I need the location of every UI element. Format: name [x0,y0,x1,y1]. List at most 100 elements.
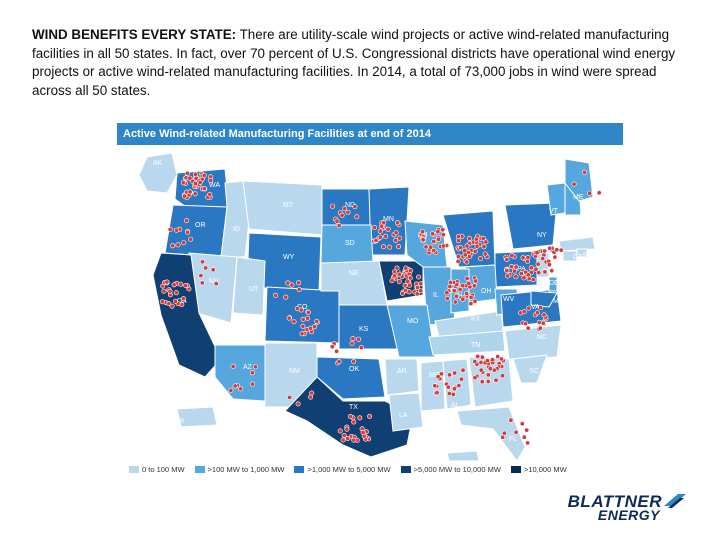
facility-marker [308,394,314,400]
facility-marker [420,237,426,243]
facility-marker [184,170,190,176]
state-label-id: ID [233,226,240,233]
state-label-nd: ND [345,202,355,209]
facility-marker [172,298,178,304]
facility-marker [416,274,422,280]
facility-marker [392,273,398,279]
intro-heading: WIND BENEFITS EVERY STATE: [32,27,237,42]
state-md [530,290,558,308]
facility-marker [513,429,519,435]
facility-marker [519,421,525,427]
facility-marker [535,261,541,267]
facility-marker [385,226,391,232]
facility-marker [357,415,363,421]
facility-marker [444,296,450,302]
facility-marker [509,253,515,259]
state-label-vt: VT [549,208,559,215]
facility-marker [490,357,496,363]
facility-marker [479,354,485,360]
state-label-ri: RI [583,252,590,259]
facility-marker [478,367,484,373]
facility-marker [457,287,463,293]
state-label-me: ME [573,194,584,201]
facility-marker [329,344,335,350]
facility-marker [460,283,466,289]
facility-marker [440,243,446,249]
facility-marker [428,244,434,250]
facility-marker [203,265,209,271]
state-label-ny: NY [537,232,547,239]
facility-marker [554,247,560,253]
facility-marker [534,250,540,256]
state-label-mo: MO [407,318,419,325]
facility-marker [299,331,305,337]
facility-marker [345,435,351,441]
facility-marker [528,265,534,271]
facility-marker [238,386,244,392]
facility-marker [334,348,340,354]
state-tn [428,330,506,356]
facility-marker [336,359,342,365]
facility-marker [452,299,458,305]
legend-item: >100 MW to 1,000 MW [194,465,284,474]
facility-marker [330,203,336,209]
facility-marker [540,320,546,326]
state-label-ks: KS [359,326,369,333]
state-hi [176,406,218,428]
state-label-hi: HI [177,418,184,425]
facility-marker [493,377,499,383]
facility-marker [213,281,219,287]
facility-marker [472,248,478,254]
facility-marker [351,437,357,443]
facility-marker [350,336,356,342]
facility-marker [558,247,564,253]
facility-marker [285,280,291,286]
facility-marker [504,268,510,274]
facility-marker [394,220,400,226]
facility-marker [460,296,466,302]
facility-marker [501,430,507,436]
facility-marker [167,288,173,294]
facility-marker [571,181,577,187]
facility-marker [180,180,186,186]
facility-marker [337,428,343,434]
legend-item: >10,000 MW [510,465,567,474]
facility-marker [283,294,289,300]
facility-marker [552,254,558,260]
facility-marker [455,253,461,259]
facility-marker [399,290,405,296]
facility-marker [498,356,504,362]
facility-marker [533,266,539,272]
state-ny [504,202,558,250]
facility-marker [505,273,511,279]
state-de [548,276,558,292]
facility-marker [542,269,548,275]
state-label-ct: CT [573,254,583,261]
facility-marker [444,290,450,296]
state-label-de: DE [549,280,559,287]
facility-marker [435,374,441,380]
facility-marker [518,271,524,277]
facility-marker [452,370,458,376]
facility-marker [455,238,461,244]
state-ct [562,250,578,262]
state-label-ut: UT [249,286,259,293]
facility-marker [582,169,588,175]
state-nc [504,324,562,360]
facility-marker [536,270,542,276]
facility-marker [537,325,543,331]
facility-marker [538,305,544,311]
facility-marker [542,248,548,254]
facility-marker [423,244,429,250]
facility-marker [197,179,203,185]
legend-label: >1,000 MW to 5,000 MW [307,464,391,474]
facility-marker [166,301,172,307]
facility-marker [456,383,462,389]
state-label-ak: AK [153,160,163,167]
facility-marker [464,259,470,265]
state-az [214,344,266,402]
facility-marker [295,401,301,407]
state-label-mn: MN [383,216,394,223]
state-label-al: AL [451,402,460,409]
state-label-or: OR [195,222,206,229]
